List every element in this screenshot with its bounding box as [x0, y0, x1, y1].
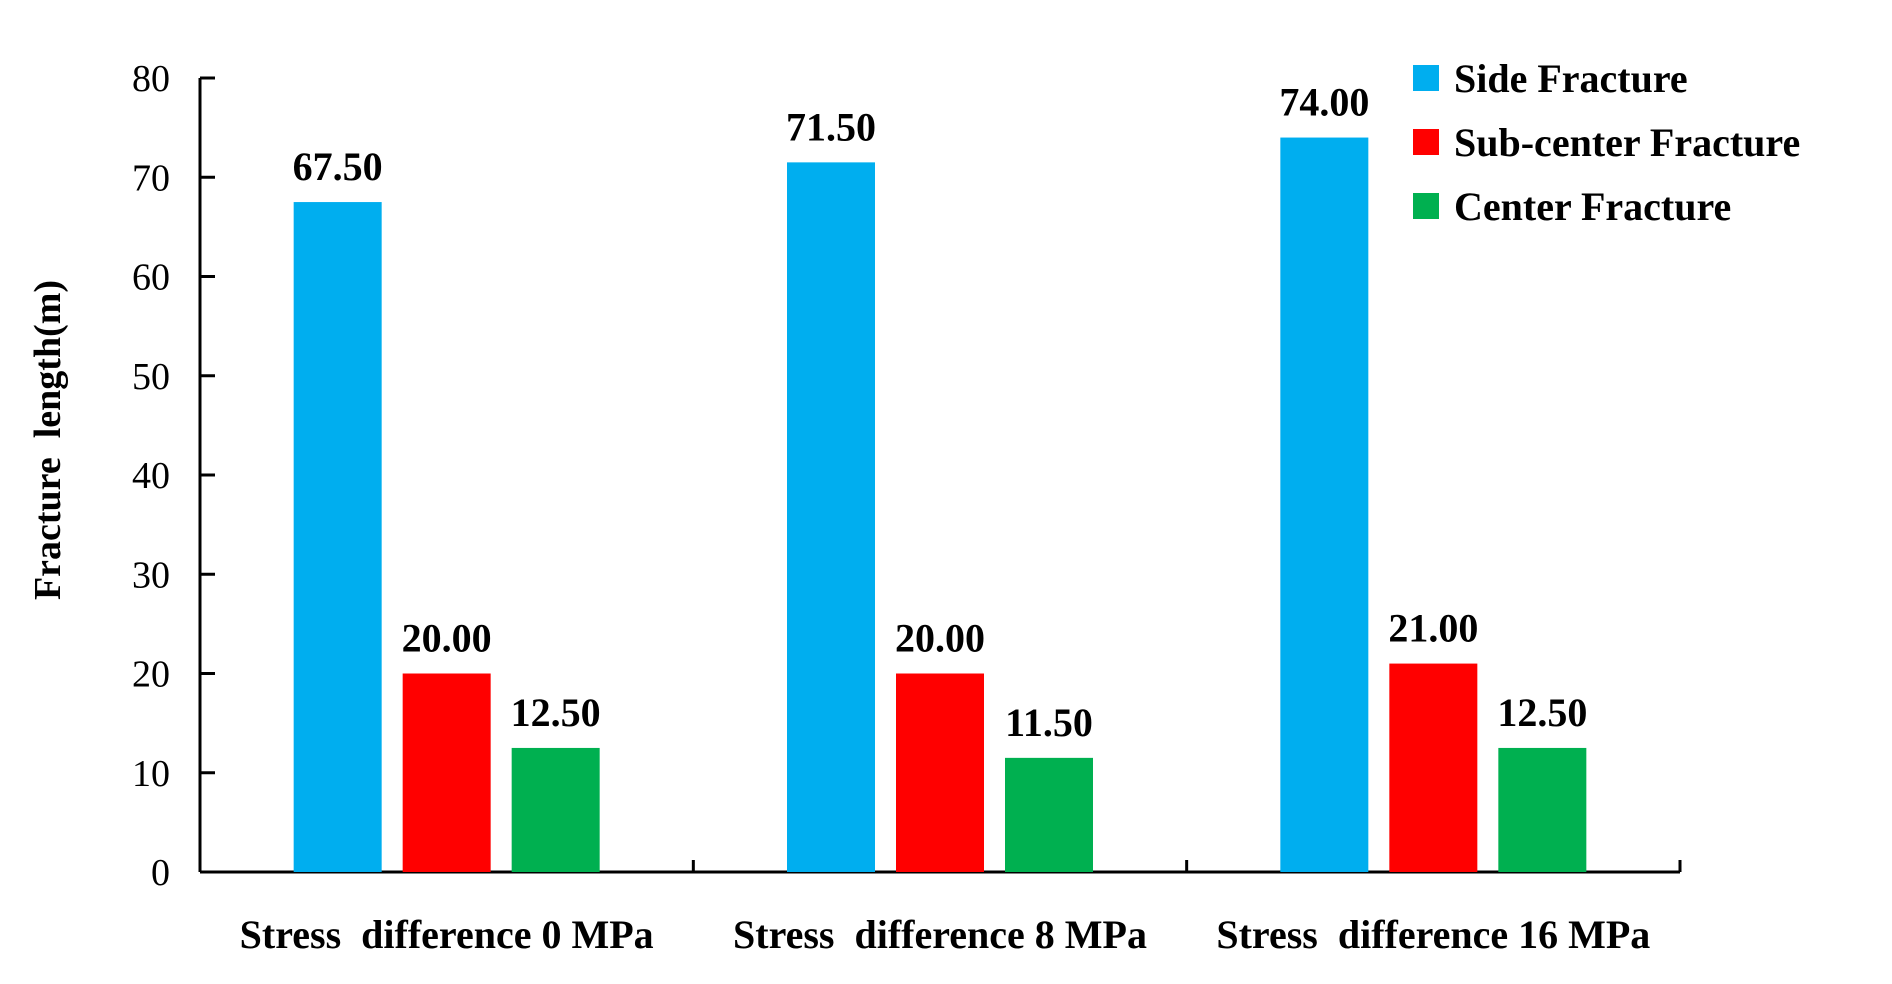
data-label: 11.50 — [1005, 700, 1093, 745]
legend: Side Fracture Sub-center Fracture Center F… — [1413, 56, 1800, 229]
y-tick-label: 20 — [132, 654, 170, 696]
bar — [511, 747, 600, 872]
bar — [1498, 747, 1587, 872]
data-label: 12.50 — [1497, 690, 1587, 735]
data-label: 21.00 — [1388, 606, 1478, 651]
legend-label: Center Fracture — [1454, 184, 1731, 229]
data-label: 12.50 — [511, 690, 601, 735]
legend-label: Sub-center Fracture — [1454, 120, 1800, 165]
data-label: 20.00 — [402, 616, 492, 661]
category-label: Stress difference 0 MPa — [240, 912, 654, 957]
bar — [1005, 757, 1093, 872]
y-tick-label: 60 — [132, 257, 170, 299]
legend-label: Side Fracture — [1454, 56, 1688, 101]
y-tick-label: 80 — [132, 58, 170, 100]
y-tick-label: 30 — [132, 554, 170, 596]
bar — [402, 673, 491, 872]
y-tick-label: 70 — [132, 157, 170, 199]
y-tick-label: 0 — [151, 852, 170, 894]
legend-swatch — [1413, 193, 1439, 219]
data-label: 71.50 — [786, 104, 876, 149]
y-axis-title: Fracture length(m) — [27, 280, 69, 600]
bar — [1389, 663, 1478, 872]
data-label: 20.00 — [895, 616, 985, 661]
data-label: 67.50 — [293, 144, 383, 189]
data-label: 74.00 — [1279, 80, 1369, 125]
y-tick-label: 40 — [132, 455, 170, 497]
bars — [293, 137, 1587, 873]
legend-swatch — [1413, 65, 1439, 91]
data-labels: 67.50 20.00 12.50 71.50 20.00 11.50 74.00 21.00… — [293, 80, 1588, 745]
y-tick-label: 10 — [132, 753, 170, 795]
y-tick-label: 50 — [132, 356, 170, 398]
bar — [896, 673, 984, 872]
y-axis: 0 10 20 30 40 50 60 70 80 — [132, 58, 215, 894]
category-label: Stress difference 8 MPa — [733, 912, 1147, 957]
category-labels: Stress difference 0 MPa Stress difference… — [240, 912, 1651, 957]
bar — [1280, 137, 1369, 873]
legend-swatch — [1413, 129, 1439, 155]
bar — [787, 162, 875, 873]
category-label: Stress difference 16 MPa — [1216, 912, 1650, 957]
bar — [293, 202, 382, 872]
